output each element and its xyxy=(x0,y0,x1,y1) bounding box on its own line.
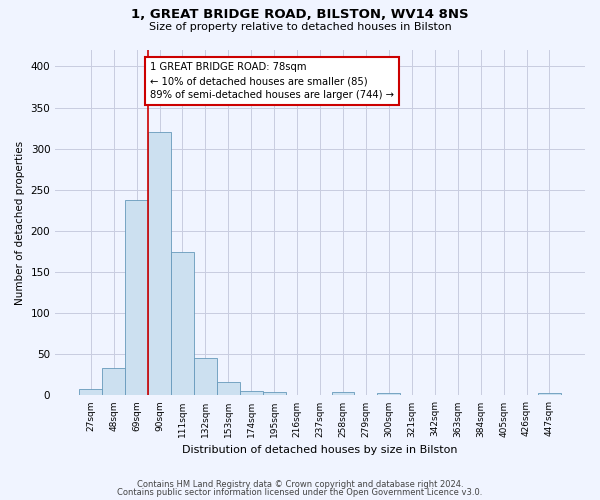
X-axis label: Distribution of detached houses by size in Bilston: Distribution of detached houses by size … xyxy=(182,445,458,455)
Text: 1 GREAT BRIDGE ROAD: 78sqm
← 10% of detached houses are smaller (85)
89% of semi: 1 GREAT BRIDGE ROAD: 78sqm ← 10% of deta… xyxy=(151,62,394,100)
Bar xyxy=(148,132,171,396)
Bar xyxy=(194,358,217,396)
Bar xyxy=(171,252,194,396)
Text: Size of property relative to detached houses in Bilston: Size of property relative to detached ho… xyxy=(149,22,451,32)
Bar xyxy=(79,389,102,396)
Text: 1, GREAT BRIDGE ROAD, BILSTON, WV14 8NS: 1, GREAT BRIDGE ROAD, BILSTON, WV14 8NS xyxy=(131,8,469,20)
Bar xyxy=(332,392,355,396)
Text: Contains public sector information licensed under the Open Government Licence v3: Contains public sector information licen… xyxy=(118,488,482,497)
Bar xyxy=(217,382,240,396)
Y-axis label: Number of detached properties: Number of detached properties xyxy=(15,140,25,305)
Text: Contains HM Land Registry data © Crown copyright and database right 2024.: Contains HM Land Registry data © Crown c… xyxy=(137,480,463,489)
Bar xyxy=(125,200,148,396)
Bar xyxy=(377,393,400,396)
Bar xyxy=(102,368,125,396)
Bar xyxy=(263,392,286,396)
Bar xyxy=(240,392,263,396)
Bar xyxy=(538,393,561,396)
